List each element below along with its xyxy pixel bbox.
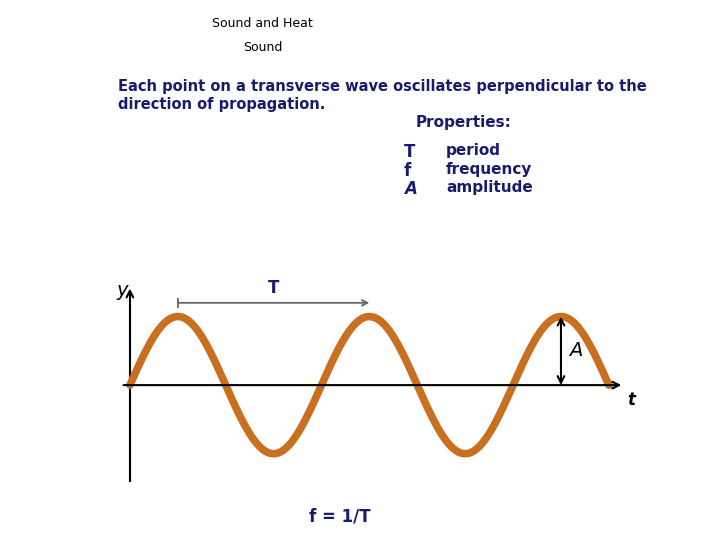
Text: T: T xyxy=(404,143,415,161)
Text: Sound and Heat: Sound and Heat xyxy=(212,17,313,30)
Text: period: period xyxy=(446,143,501,158)
Text: y: y xyxy=(116,281,127,300)
Text: amplitude: amplitude xyxy=(446,180,533,195)
Text: A: A xyxy=(404,180,417,198)
Text: Properties:: Properties: xyxy=(415,115,511,130)
Text: Sound: Sound xyxy=(243,40,282,54)
Text: T: T xyxy=(268,279,279,298)
Text: A: A xyxy=(569,341,582,360)
Text: Each point on a transverse wave oscillates perpendicular to the: Each point on a transverse wave oscillat… xyxy=(118,79,647,94)
Text: t: t xyxy=(627,390,635,409)
Text: f: f xyxy=(404,162,411,180)
Text: frequency: frequency xyxy=(446,162,533,177)
Text: direction of propagation.: direction of propagation. xyxy=(118,97,325,112)
Text: 3: 3 xyxy=(45,504,59,523)
Text: f = 1/T: f = 1/T xyxy=(309,508,371,526)
